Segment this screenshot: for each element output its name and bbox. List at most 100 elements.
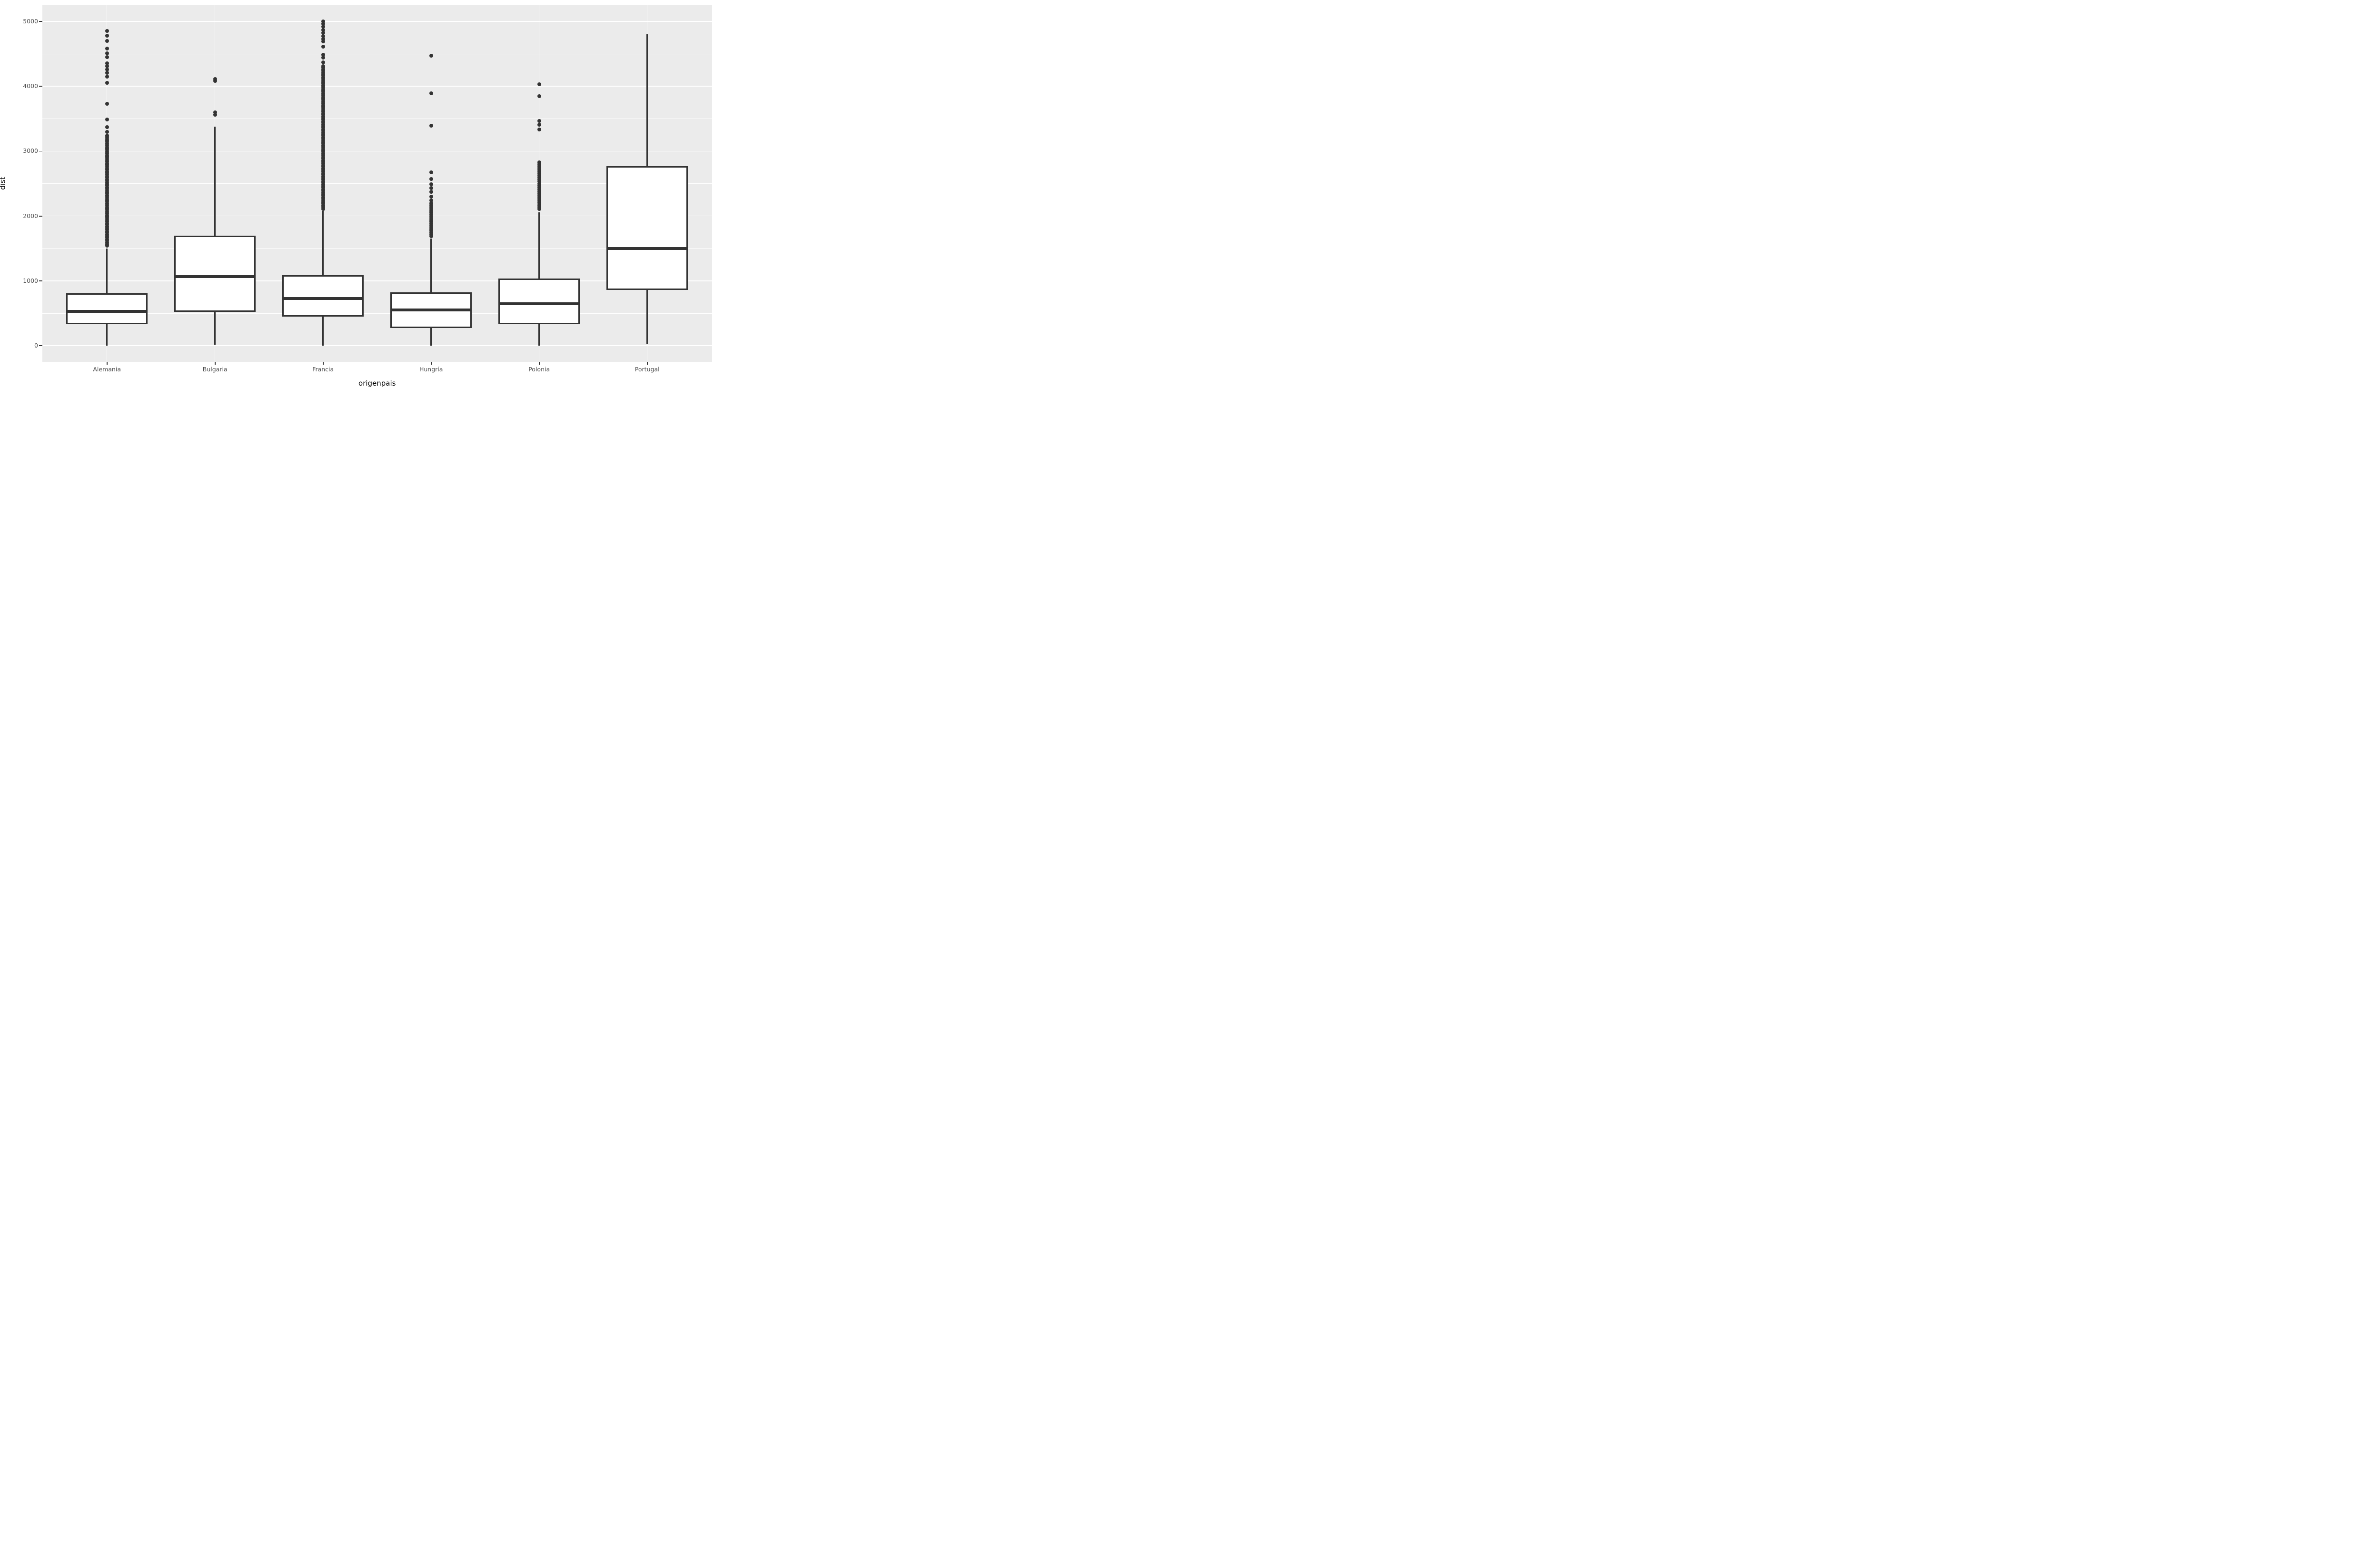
outlier-dot xyxy=(213,110,217,115)
whisker-upper-Bulgaria xyxy=(214,126,216,236)
outlier-dot xyxy=(537,205,541,209)
outlier-dot xyxy=(537,176,541,180)
outlier-dot xyxy=(429,186,433,190)
x-tick-mark xyxy=(106,361,108,365)
boxplot-figure: 0 1000 2000 3000 4000 5000 Alemania Bulgaria Fr… xyxy=(0,0,714,391)
outlier-dot xyxy=(429,177,433,181)
y-tick-mark xyxy=(39,345,42,347)
gridline-major-h xyxy=(42,215,712,217)
outlier-dot xyxy=(105,101,109,106)
outlier-dot xyxy=(429,198,433,202)
outlier-dot xyxy=(537,178,541,182)
outlier-dot xyxy=(537,201,541,205)
y-tick-label: 3000 xyxy=(23,147,38,155)
y-tick-mark xyxy=(39,215,42,217)
y-tick-label: 0 xyxy=(34,342,38,349)
outlier-dot xyxy=(537,164,541,168)
outlier-dot xyxy=(429,230,433,235)
median-Hungría xyxy=(390,309,472,312)
outlier-dot xyxy=(537,195,541,199)
outlier-dot xyxy=(321,22,325,26)
outlier-dot xyxy=(105,51,109,55)
whisker-upper-Hungría xyxy=(430,239,432,292)
outlier-dot xyxy=(105,70,109,75)
x-tick-mark xyxy=(214,361,216,365)
outlier-dot xyxy=(429,194,433,199)
outlier-dot xyxy=(105,33,109,38)
outlier-dot xyxy=(537,94,541,98)
outlier-dot xyxy=(105,29,109,33)
x-tick-mark xyxy=(646,361,648,365)
outlier-dot xyxy=(105,55,109,59)
outlier-dot xyxy=(105,61,109,66)
box-Bulgaria xyxy=(174,235,256,312)
outlier-dot xyxy=(105,39,109,43)
outlier-dot xyxy=(321,30,325,35)
gridline-minor-h xyxy=(42,248,712,249)
gridline-minor-h xyxy=(42,313,712,314)
outlier-dot xyxy=(537,197,541,201)
outlier-dot xyxy=(537,119,541,123)
outlier-dot xyxy=(321,19,325,23)
outlier-dot xyxy=(321,53,325,57)
outlier-dot xyxy=(537,185,541,189)
outlier-dot xyxy=(537,183,541,188)
gridline-minor-h xyxy=(42,183,712,184)
gridline-major-h xyxy=(42,150,712,152)
median-Portugal xyxy=(606,247,688,250)
x-tick-mark xyxy=(538,361,540,365)
outlier-dot xyxy=(537,191,541,195)
gridline-major-h xyxy=(42,21,712,22)
box-Portugal xyxy=(606,166,688,290)
outlier-dot xyxy=(537,199,541,203)
y-tick-label: 1000 xyxy=(23,277,38,284)
outlier-dot xyxy=(105,125,109,129)
outlier-dot xyxy=(321,37,325,41)
outlier-dot xyxy=(429,182,433,186)
outlier-dot xyxy=(321,64,325,68)
outlier-dot xyxy=(537,193,541,198)
outlier-dot xyxy=(537,160,541,164)
outlier-dot xyxy=(105,130,109,134)
y-tick-mark xyxy=(39,86,42,87)
y-tick-label: 4000 xyxy=(23,82,38,90)
outlier-dot xyxy=(537,162,541,166)
outlier-dot xyxy=(429,124,433,128)
whisker-lower-Bulgaria xyxy=(214,312,216,345)
outlier-dot xyxy=(429,232,433,237)
outlier-dot xyxy=(105,81,109,85)
outlier-dot xyxy=(321,56,325,60)
x-axis-title: origenpais xyxy=(358,379,396,388)
gridline-major-h xyxy=(42,345,712,347)
outlier-dot xyxy=(537,172,541,176)
outlier-dot xyxy=(429,223,433,228)
outlier-dot xyxy=(537,203,541,207)
outlier-dot xyxy=(537,82,541,87)
outlier-dot xyxy=(429,221,433,226)
outlier-dot xyxy=(429,203,433,208)
outlier-dot xyxy=(321,34,325,39)
x-tick-mark xyxy=(430,361,432,365)
x-tick-label: Portugal xyxy=(635,366,660,373)
whisker-lower-Polonia xyxy=(538,324,540,346)
outlier-dot xyxy=(429,212,433,217)
whisker-lower-Hungría xyxy=(430,328,432,346)
y-tick-mark xyxy=(39,150,42,152)
median-Alemania xyxy=(66,310,148,313)
outlier-dot xyxy=(537,128,541,132)
x-tick-label: Bulgaria xyxy=(202,366,228,373)
whisker-upper-Polonia xyxy=(538,212,540,279)
median-Francia xyxy=(282,297,364,300)
gridline-major-h xyxy=(42,86,712,87)
outlier-dot xyxy=(321,28,325,32)
outlier-dot xyxy=(105,64,109,68)
outlier-dot xyxy=(537,170,541,174)
outlier-dot xyxy=(321,45,325,49)
outlier-dot xyxy=(105,67,109,71)
outlier-dot xyxy=(537,174,541,178)
outlier-dot xyxy=(105,133,109,138)
plot-panel xyxy=(42,5,712,362)
box-Francia xyxy=(282,275,364,317)
outlier-dot xyxy=(429,91,433,96)
box-Polonia xyxy=(498,278,580,324)
